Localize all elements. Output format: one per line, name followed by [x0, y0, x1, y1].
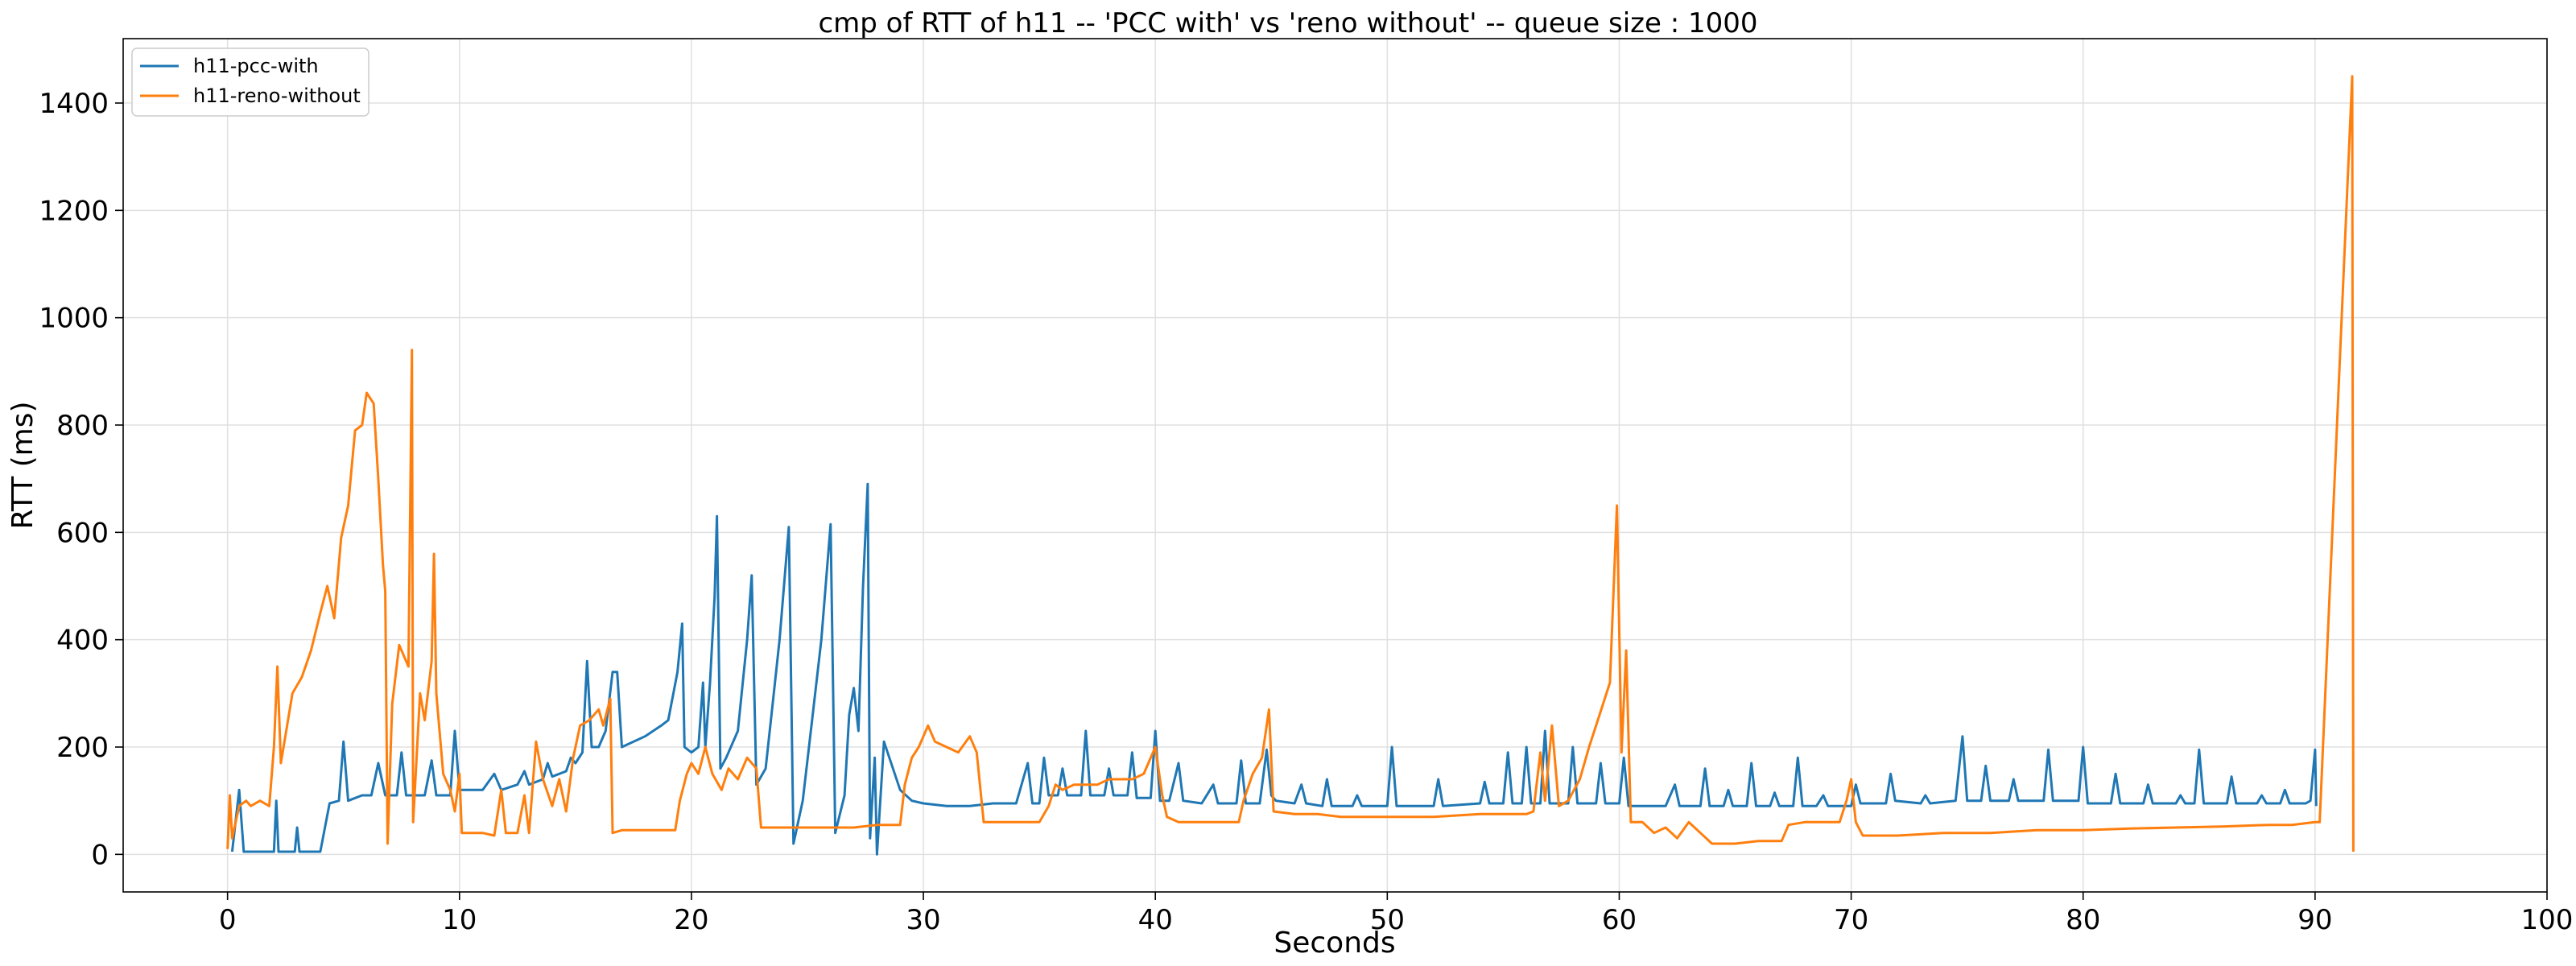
- y-tick-label: 200: [56, 732, 109, 764]
- series-lines: [226, 75, 2355, 856]
- y-tick-label: 800: [56, 410, 109, 442]
- x-tick-label: 20: [674, 904, 708, 936]
- x-tick-label: 100: [2521, 904, 2574, 936]
- x-tick-label: 0: [219, 904, 237, 936]
- series-line-pcc: [230, 482, 2318, 856]
- x-tick-label: 60: [1602, 904, 1637, 936]
- plot-frame: [122, 38, 2548, 893]
- y-tick-label: 1400: [39, 88, 109, 120]
- y-tick-label: 1200: [39, 195, 109, 227]
- chart-title: cmp of RTT of h11 -- 'PCC with' vs 'reno…: [818, 7, 1757, 39]
- y-tick-label: 400: [56, 625, 109, 657]
- x-axis-label: Seconds: [1274, 927, 1395, 960]
- x-tick-label: 90: [2297, 904, 2332, 936]
- y-axis-label: RTT (ms): [6, 401, 39, 529]
- legend: h11-pcc-with h11-reno-without: [131, 47, 369, 117]
- x-tick-label: 50: [1370, 904, 1405, 936]
- y-tick-label: 1000: [39, 303, 109, 335]
- x-tick-label: 10: [442, 904, 477, 936]
- y-axis-ticks: 0 200 400 600 800 1000 1200 1400: [39, 88, 123, 871]
- legend-box: [131, 47, 369, 117]
- series-line-reno: [226, 75, 2355, 852]
- x-tick-label: 40: [1138, 904, 1173, 936]
- legend-label-pcc: h11-pcc-with: [193, 55, 319, 77]
- x-tick-label: 70: [1834, 904, 1868, 936]
- x-tick-label: 30: [906, 904, 940, 936]
- legend-label-reno: h11-reno-without: [193, 85, 361, 107]
- x-axis-ticks: 0 10 20 30 40 50 60 70 80 90 100: [219, 892, 2574, 936]
- x-tick-label: 80: [2066, 904, 2100, 936]
- y-tick-label: 0: [91, 839, 109, 871]
- y-tick-label: 600: [56, 517, 109, 549]
